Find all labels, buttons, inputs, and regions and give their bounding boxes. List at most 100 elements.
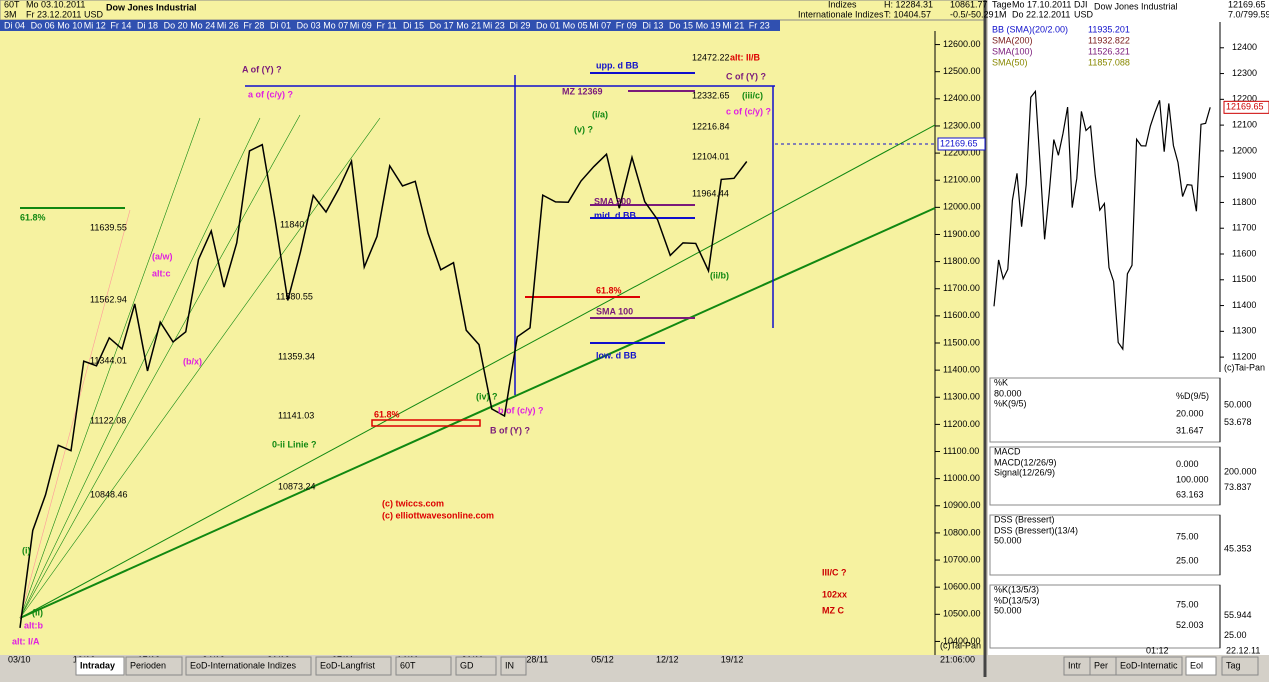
- y-tick-label: 11500: [1232, 274, 1256, 284]
- y-tick-label: 10700.00: [943, 554, 981, 564]
- top-date: Mo 24: [190, 20, 215, 30]
- header-text: Internationale Indizes: [798, 9, 884, 19]
- annotation: (iv) ?: [476, 391, 498, 401]
- trend-line: [19, 124, 936, 619]
- y-tick-label: 12000: [1232, 145, 1257, 155]
- trend-line: [19, 209, 131, 619]
- legend-value: 11932.822: [1088, 35, 1130, 45]
- annotation: 10873.24: [278, 481, 316, 491]
- trend-line: [19, 117, 381, 619]
- tab[interactable]: [500, 656, 527, 676]
- tab[interactable]: [1221, 656, 1259, 676]
- annotation: 12104.01: [692, 151, 730, 161]
- annotation: (ii): [32, 607, 43, 617]
- indicator-text: 50.000: [1224, 400, 1252, 410]
- side-header: USD: [1074, 9, 1094, 19]
- annotation: 11840: [280, 219, 304, 229]
- header-text: 60T: [4, 0, 20, 9]
- top-date: Mi 07: [589, 20, 611, 30]
- y-tick-label: 12100.00: [943, 175, 981, 185]
- annotation: SMA 100: [596, 306, 633, 316]
- indicator-text: MACD(12/26/9): [994, 457, 1057, 467]
- y-tick-label: 11900: [1232, 171, 1256, 181]
- header-text: T: 10404.57: [884, 9, 931, 19]
- y-tick-label: 12000.00: [943, 202, 981, 212]
- tab[interactable]: [125, 656, 183, 676]
- indicator-text: %K(9/5): [994, 398, 1027, 408]
- indicator-text: Signal(12/26/9): [994, 467, 1055, 477]
- header-title: Dow Jones Industrial: [106, 2, 197, 12]
- annotation: mid. d BB: [594, 210, 636, 220]
- y-tick-label: 12400.00: [943, 93, 981, 103]
- legend-name: BB (SMA)(20/2.00): [992, 24, 1068, 34]
- annotation: (v) ?: [574, 124, 593, 134]
- annotation: (iii/c): [742, 90, 763, 100]
- side-title: Dow Jones Industrial: [1094, 1, 1178, 11]
- y-tick-label: 12200.00: [943, 147, 981, 157]
- tab[interactable]: [1185, 656, 1217, 676]
- tab-label: Intraday: [80, 660, 115, 670]
- indicator-text: 63.163: [1176, 490, 1204, 500]
- indicator-text: 80.000: [994, 388, 1022, 398]
- y-tick-label: 11000.00: [943, 473, 980, 483]
- legend-value: 11526.321: [1088, 46, 1130, 56]
- y-tick-label: 11400: [1232, 300, 1256, 310]
- price-box-label: 12169.65: [940, 138, 978, 148]
- y-tick-label: 11700.00: [943, 283, 980, 293]
- indicator-panel: [989, 584, 1221, 649]
- indicator-text: 75.00: [1176, 600, 1199, 610]
- side-price-line: [993, 89, 1211, 351]
- header-text: 10861.77: [950, 0, 988, 9]
- tab[interactable]: [315, 656, 392, 676]
- annotation: SMA 200: [594, 196, 631, 206]
- annotation: 12472.22: [692, 52, 730, 62]
- annotation: (c)Tai-Pan: [940, 640, 981, 650]
- legend-name: SMA(100): [992, 46, 1033, 56]
- annotation: alt: II/B: [730, 52, 761, 62]
- y-tick-label: 11300.00: [943, 392, 980, 402]
- top-date: Do 20: [164, 20, 188, 30]
- tab[interactable]: [1115, 656, 1183, 676]
- tab-label: Intr: [1068, 660, 1081, 670]
- y-tick-label: 11100.00: [943, 446, 979, 456]
- annotation: upp. d BB: [596, 60, 639, 70]
- tab-label: 60T: [400, 660, 416, 670]
- top-date: Do 03: [297, 20, 321, 30]
- tab[interactable]: [185, 656, 312, 676]
- indicator-text: 50.000: [994, 535, 1022, 545]
- y-tick-label: 12500.00: [943, 66, 981, 76]
- indicator-text: 55.944: [1224, 610, 1252, 620]
- annotation: (b/x): [183, 356, 202, 366]
- top-date: Fr 28: [243, 20, 264, 30]
- indicator-title: DSS (Bressert): [994, 514, 1055, 524]
- price-box: [937, 137, 986, 151]
- y-tick-label: 10500.00: [943, 609, 981, 619]
- trend-line: [19, 207, 936, 619]
- side-date: 22.12.11: [1226, 645, 1260, 655]
- annotation: (c) elliottwavesonline.com: [382, 510, 494, 520]
- top-date: Mi 21: [722, 20, 744, 30]
- annotation: 11141.03: [278, 410, 314, 420]
- side-header: Do 22.12.2011: [1012, 9, 1070, 19]
- annotation: MZ 12369: [562, 86, 603, 96]
- tab[interactable]: [75, 656, 125, 676]
- tab[interactable]: [395, 656, 452, 676]
- tab[interactable]: [455, 656, 497, 676]
- trend-line: [19, 114, 301, 619]
- credit: (c)Tai-Pan: [1224, 362, 1265, 372]
- indicator-text: 100.000: [1176, 474, 1209, 484]
- y-tick-label: 11900.00: [943, 229, 980, 239]
- trend-line: [19, 117, 201, 619]
- tab-label: IN: [505, 660, 514, 670]
- header-text: -0.5/-50.29: [950, 9, 994, 19]
- annotation: low. d BB: [596, 350, 637, 360]
- y-tick-label: 11500.00: [943, 337, 980, 347]
- top-date: Mo 05: [563, 20, 588, 30]
- main-bg: [0, 0, 985, 655]
- tab-label: GD: [460, 660, 474, 670]
- annotation: 11344.01: [90, 355, 127, 365]
- annotation: 102xx: [822, 589, 847, 599]
- annotation: MZ C: [822, 605, 844, 615]
